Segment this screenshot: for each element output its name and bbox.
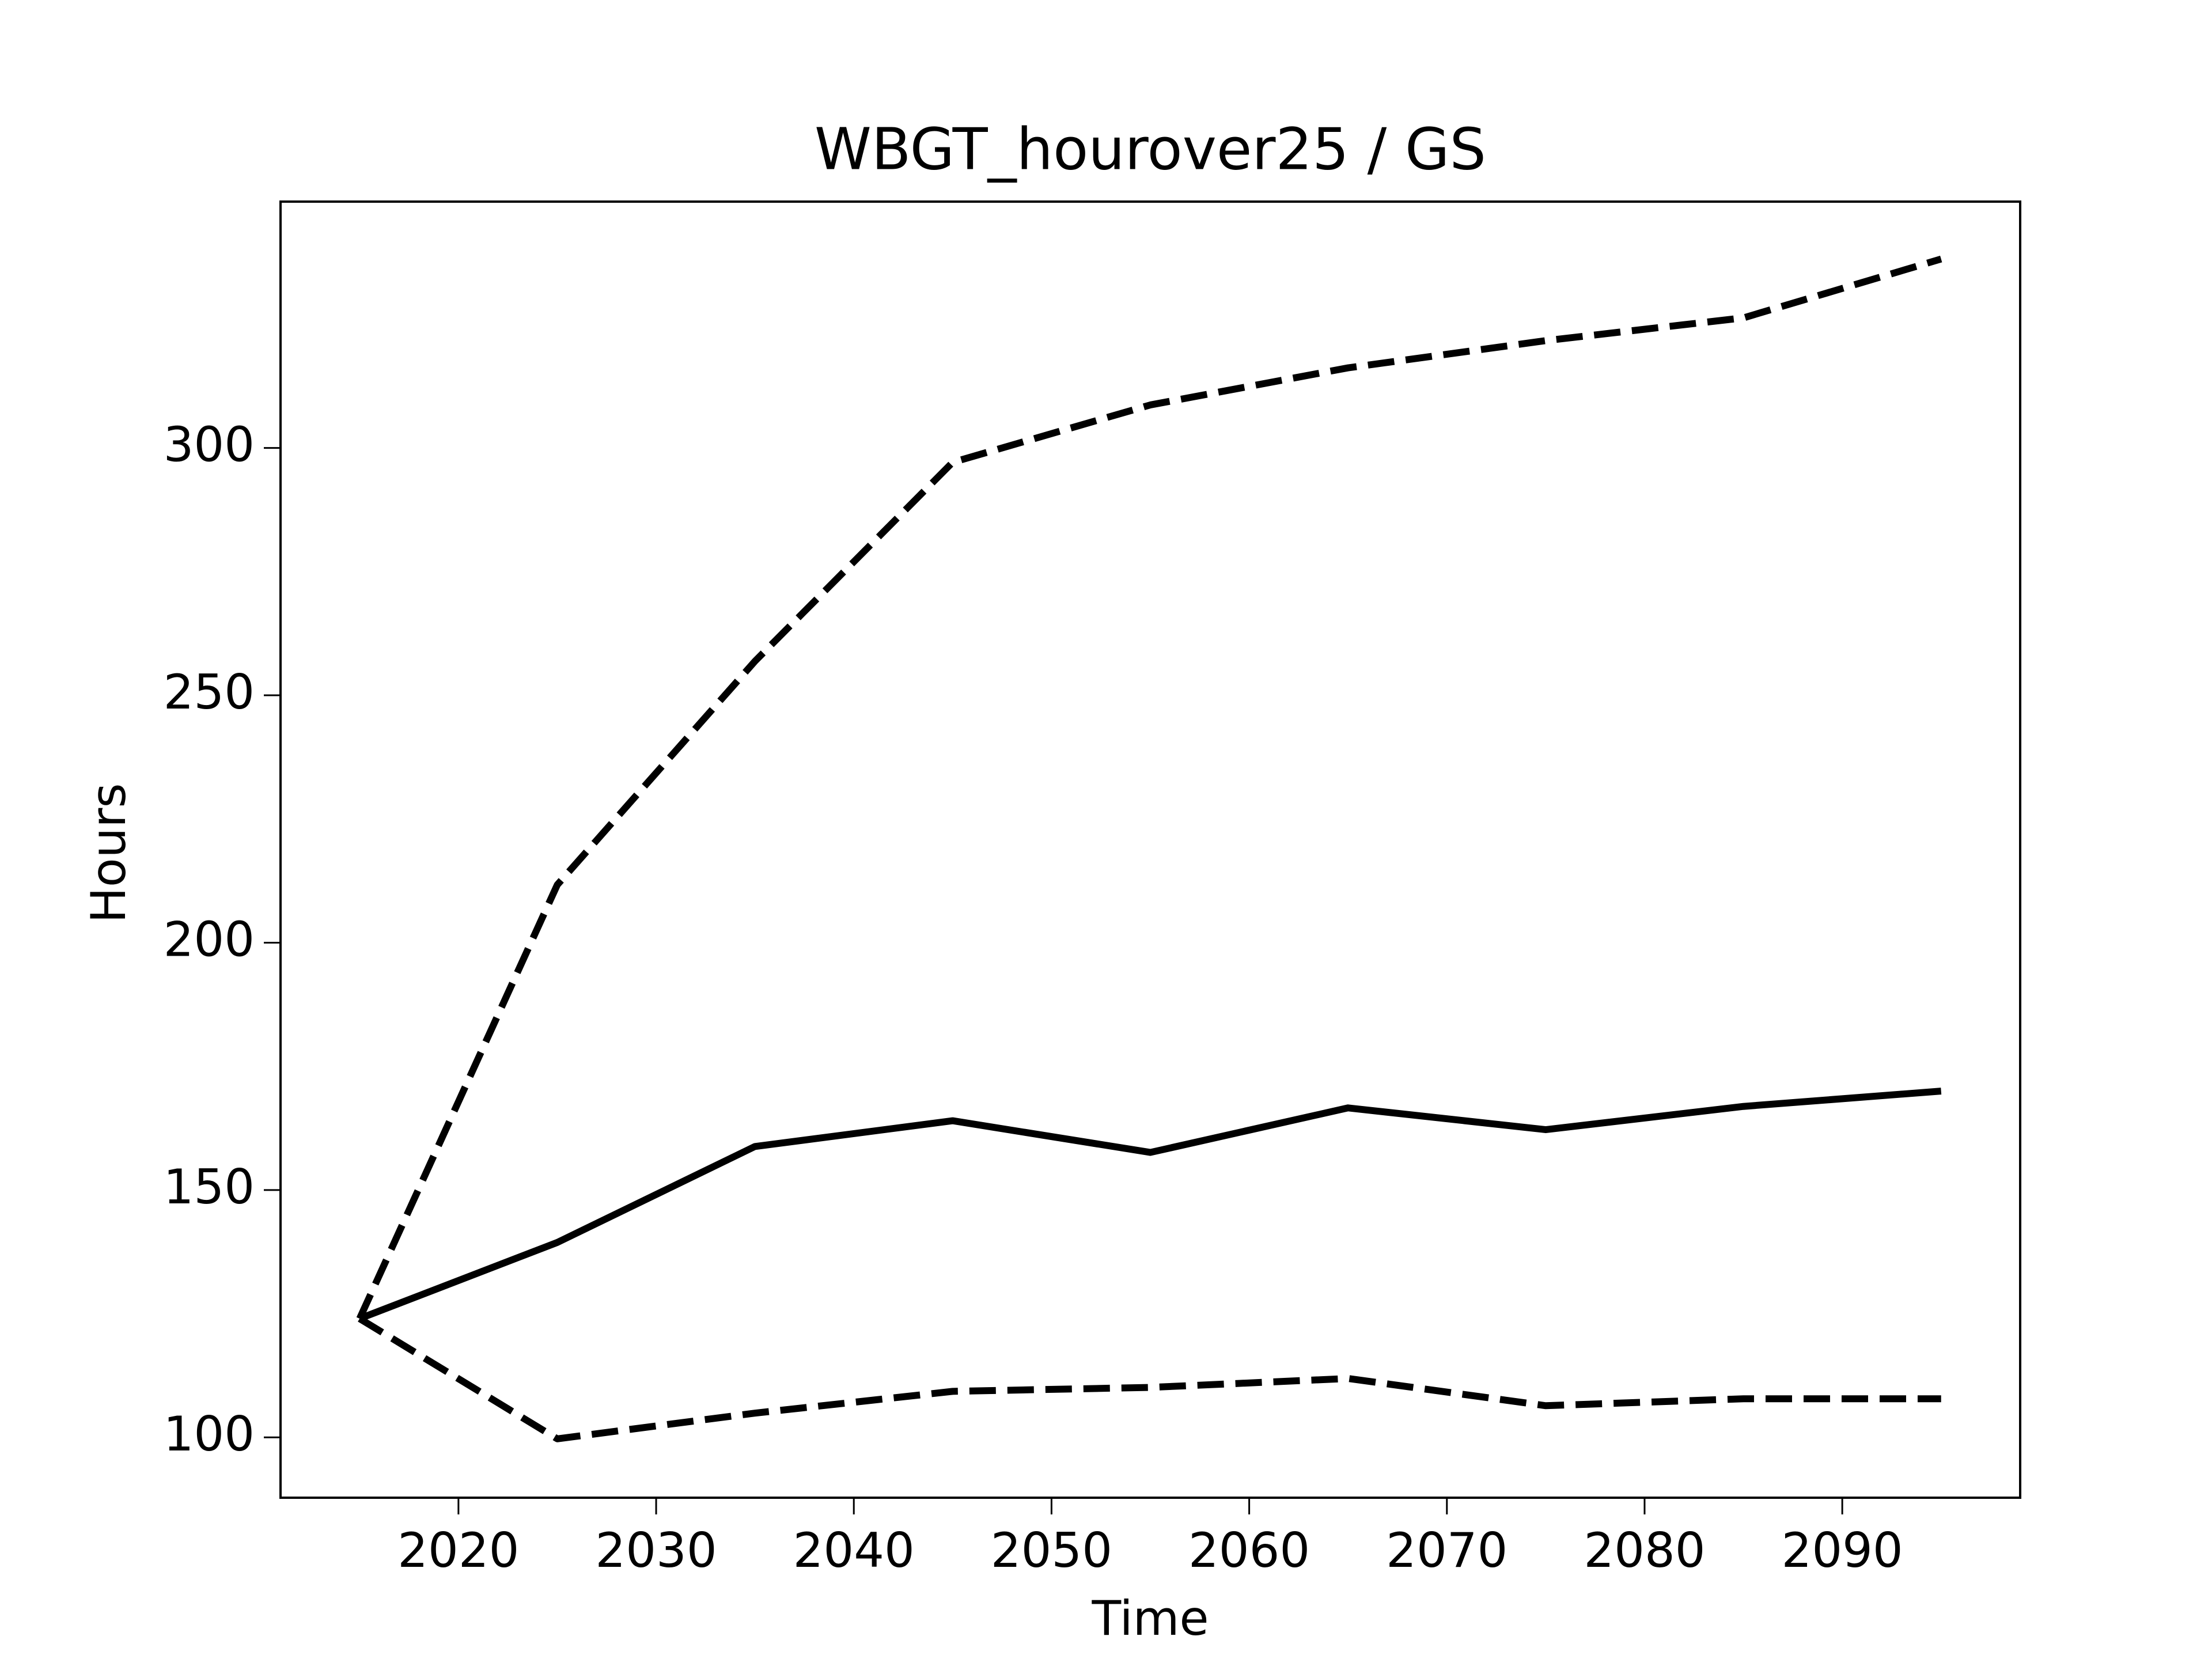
series-line [358,1315,1941,1442]
y-tick-label: 300 [164,417,255,473]
chart-title: WBGT_hourover25 / GS [815,115,1486,183]
x-tick-label: 2030 [595,1522,717,1578]
x-tick-label: 2080 [1584,1522,1705,1578]
x-tick-label: 2050 [991,1522,1112,1578]
series-line [358,1088,1942,1322]
y-tick-label: 250 [164,664,255,720]
plot-frame [279,200,2021,1499]
x-tick-label: 2070 [1386,1522,1508,1578]
y-tick-label: 100 [164,1406,255,1462]
y-tick-label: 150 [164,1159,255,1215]
x-tick-label: 2020 [397,1522,519,1578]
y-axis-label: Hours [81,783,137,923]
series-line [356,255,1942,1320]
x-tick-label: 2040 [793,1522,915,1578]
y-tick-label: 200 [164,911,255,967]
x-tick-label: 2060 [1188,1522,1310,1578]
x-axis-label: Time [1091,1590,1209,1646]
x-tick-label: 2090 [1782,1522,1903,1578]
